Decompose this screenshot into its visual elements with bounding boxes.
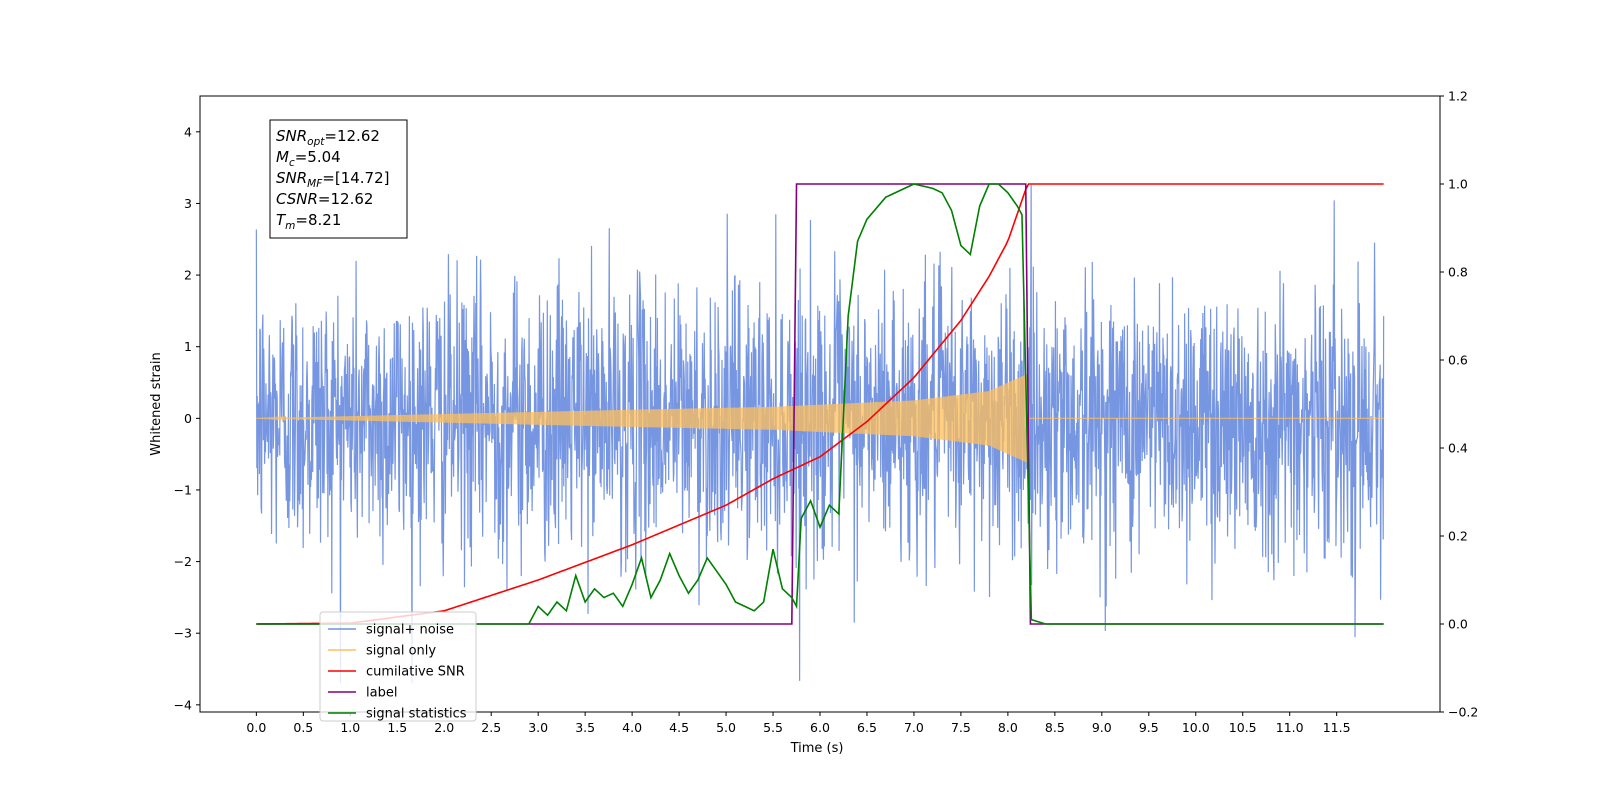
x-tick-label: 9.5 <box>1139 720 1159 735</box>
annotation-line: Mc=5.04 <box>276 148 341 169</box>
x-tick-label: 0.5 <box>293 720 313 735</box>
y-left-tick-label: 1 <box>184 339 192 354</box>
series-signal-statistics <box>256 183 1384 625</box>
x-tick-label: 8.5 <box>1045 720 1065 735</box>
x-tick-label: 1.5 <box>387 720 407 735</box>
x-tick-label: 0.0 <box>246 720 266 735</box>
x-tick-label: 3.5 <box>575 720 595 735</box>
x-tick-label: 7.0 <box>904 720 924 735</box>
y-left-tick-label: 4 <box>184 124 192 139</box>
series-cumulative-snr <box>256 183 1384 625</box>
legend-label: signal only <box>366 644 436 659</box>
series-signal-only <box>256 373 1029 463</box>
annotation-line: SNRMF=[14.72] <box>276 169 390 190</box>
x-tick-label: 2.0 <box>434 720 454 735</box>
annotation-box-frame <box>269 119 408 239</box>
y-left-tick-label: −4 <box>174 697 192 712</box>
y-right-tick-label: 0.6 <box>1448 353 1468 368</box>
legend-label: cumilative SNR <box>366 665 465 680</box>
y-right-tick-label: 0.4 <box>1448 441 1468 456</box>
x-tick-label: 1.0 <box>340 720 360 735</box>
x-tick-label: 8.0 <box>998 720 1018 735</box>
y-right-tick-label: −0.2 <box>1448 705 1478 720</box>
y-right-tick-label: 1.2 <box>1448 89 1468 104</box>
x-tick-label: 3.0 <box>528 720 548 735</box>
x-tick-label: 10.5 <box>1229 720 1257 735</box>
y-right-tick-label: 0.8 <box>1448 265 1468 280</box>
y-left-tick-label: −1 <box>174 482 192 497</box>
x-axis-label: Time (s) <box>790 741 844 756</box>
annotation-line: Tm=8.21 <box>276 211 341 232</box>
y-left-tick-label: −3 <box>174 626 192 641</box>
x-tick-label: 5.0 <box>716 720 736 735</box>
y-left-tick-label: −2 <box>174 554 192 569</box>
legend-label: signal+ noise <box>366 623 454 638</box>
y-axis-label: Whitened strain <box>149 352 164 455</box>
axes-layer: 0.0 0.5 1.0 1.5 2.0 2.5 3.0 3.5 4.0 4.5 5.0 5.5 6.0 6… <box>174 89 1479 736</box>
x-tick-label: 4.0 <box>622 720 642 735</box>
series-signal-noise <box>255 184 1385 684</box>
x-tick-label: 7.5 <box>951 720 971 735</box>
x-tick-label: 5.5 <box>763 720 783 735</box>
legend-label: label <box>366 686 397 701</box>
annotation-line: CSNR=12.62 <box>276 190 373 208</box>
y-right-tick-label: 0.2 <box>1448 529 1468 544</box>
x-tick-label: 2.5 <box>481 720 501 735</box>
legend: signal+ noise signal only cumilative SNR la… <box>319 611 477 722</box>
x-tick-label: 4.5 <box>669 720 689 735</box>
x-tick-label: 9.0 <box>1092 720 1112 735</box>
y-left-tick-label: 0 <box>184 411 192 426</box>
y-right-tick-label: 1.0 <box>1448 177 1468 192</box>
x-tick-label: 6.5 <box>857 720 877 735</box>
y-left-tick-label: 2 <box>184 268 192 283</box>
x-tick-label: 6.0 <box>810 720 830 735</box>
legend-label: signal statistics <box>366 707 467 722</box>
annotation-box: SNRopt=12.62Mc=5.04SNRMF=[14.72]CSNR=12.… <box>269 119 408 239</box>
x-tick-label: 11.5 <box>1323 720 1351 735</box>
y-left-tick-label: 3 <box>184 196 192 211</box>
right-axis-layer <box>256 183 1384 625</box>
legend-frame <box>319 611 477 722</box>
annotation-line: SNRopt=12.62 <box>276 127 380 148</box>
x-tick-label: 10.0 <box>1182 720 1210 735</box>
signal-noise-layer <box>255 184 1385 684</box>
x-tick-label: 11.0 <box>1276 720 1304 735</box>
y-right-tick-label: 0.0 <box>1448 617 1468 632</box>
signal-only-layer <box>256 373 1384 463</box>
